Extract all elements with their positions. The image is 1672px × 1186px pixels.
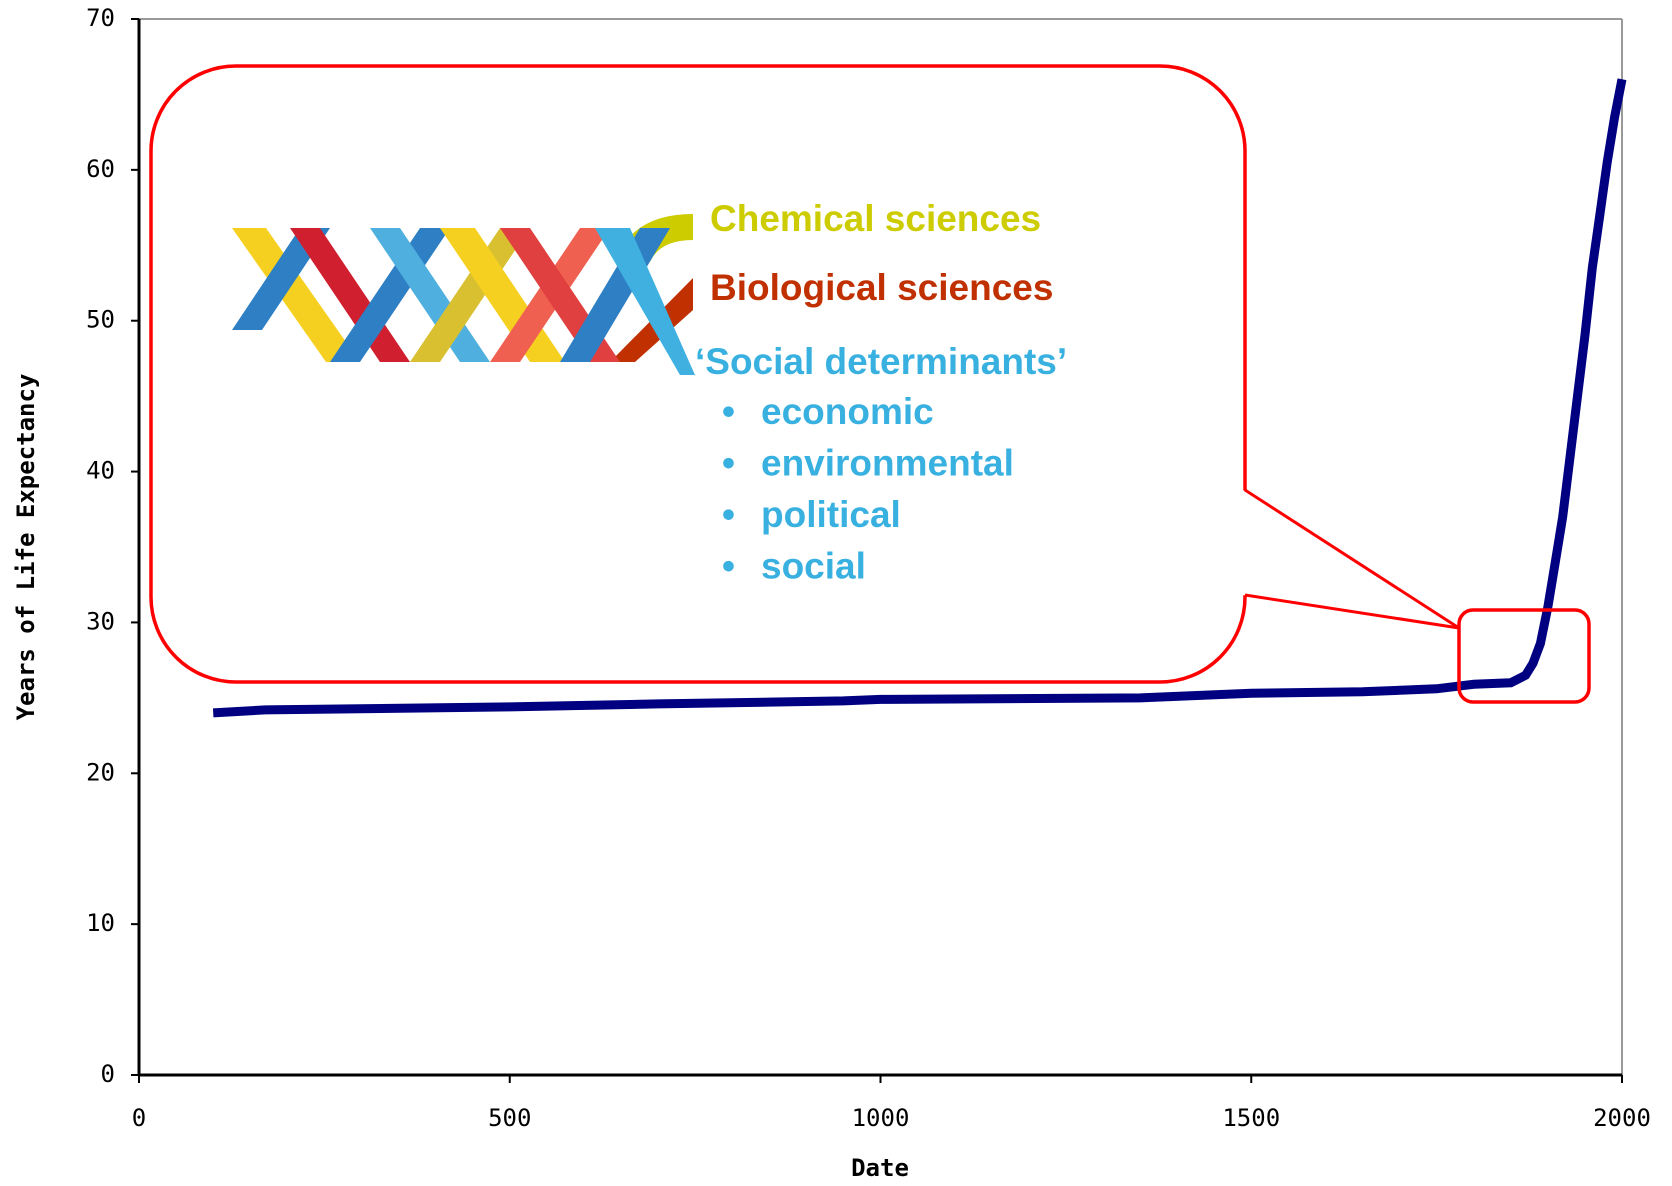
x-tick-label: 1000: [852, 1104, 910, 1132]
y-axis-label: Years of Life Expectancy: [12, 374, 40, 721]
chart: Date Years of Life Expectancy 0 10 20 30 40 5…: [0, 0, 1672, 1186]
annotation: Chemical sciences: [710, 198, 1041, 239]
y-tick-label: 60: [86, 155, 115, 183]
x-tick-label: 1500: [1222, 1104, 1280, 1132]
bullet: •: [722, 545, 735, 586]
bullet-item: political: [761, 494, 901, 535]
bullet-item: environmental: [761, 442, 1014, 483]
x-tick-label: 0: [132, 1104, 146, 1132]
y-tick-label: 30: [86, 607, 115, 635]
annotation: Biological sciences: [710, 267, 1053, 308]
bullet: •: [722, 442, 735, 483]
y-tick-label: 40: [86, 457, 115, 485]
bullet-item: economic: [761, 391, 934, 432]
y-tick-label: 0: [101, 1060, 115, 1088]
bullet: •: [722, 494, 735, 535]
bullet: •: [722, 391, 735, 432]
x-tick-label: 2000: [1593, 1104, 1651, 1132]
annotation: ‘Social determinants’: [695, 341, 1067, 382]
bullet-item: social: [761, 545, 866, 586]
y-tick-label: 10: [86, 909, 115, 937]
y-tick-label: 70: [86, 4, 115, 32]
x-axis-label: Date: [851, 1154, 909, 1182]
y-tick-label: 20: [86, 758, 115, 786]
y-tick-label: 50: [86, 306, 115, 334]
callout: Chemical sciences Biological sciences ‘S…: [151, 66, 1589, 702]
x-tick-label: 500: [488, 1104, 531, 1132]
